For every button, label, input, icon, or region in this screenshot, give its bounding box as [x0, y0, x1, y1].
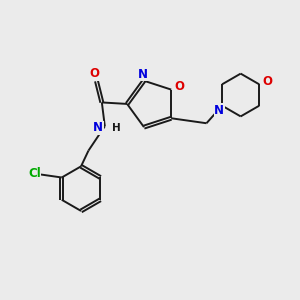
Text: N: N — [93, 121, 103, 134]
Text: O: O — [262, 75, 272, 88]
Text: N: N — [214, 104, 224, 117]
Text: H: H — [112, 123, 121, 133]
Text: O: O — [175, 80, 184, 93]
Text: O: O — [90, 67, 100, 80]
Text: N: N — [137, 68, 148, 81]
Text: Cl: Cl — [28, 167, 41, 179]
